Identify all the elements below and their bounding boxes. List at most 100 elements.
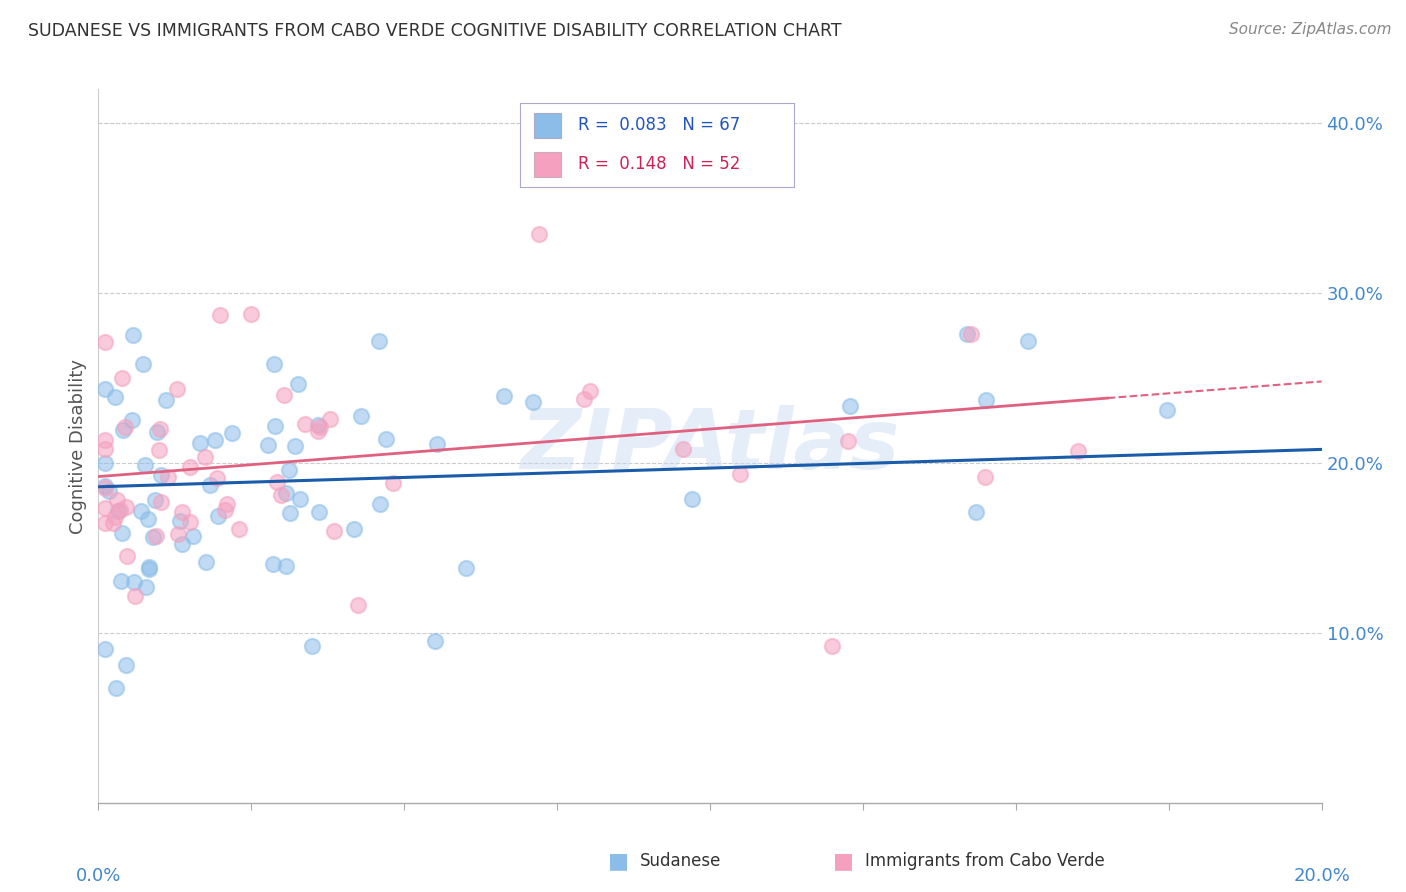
Text: Sudanese: Sudanese	[640, 852, 721, 870]
Point	[143, 492, 166, 507]
Point	[579, 384, 602, 399]
Point	[681, 491, 703, 506]
Point	[93, 479, 115, 493]
Point	[198, 478, 221, 492]
Point	[207, 508, 229, 523]
Point	[284, 439, 307, 453]
Point	[181, 529, 204, 543]
Point	[179, 459, 201, 474]
Point	[169, 514, 191, 528]
Point	[166, 382, 188, 396]
Point	[347, 598, 370, 612]
FancyBboxPatch shape	[534, 112, 561, 138]
Point	[266, 475, 288, 489]
Point	[974, 392, 997, 407]
Point	[382, 475, 405, 490]
Point	[138, 562, 160, 576]
Point	[256, 438, 278, 452]
Point	[149, 468, 172, 483]
Point	[456, 561, 478, 575]
Point	[276, 486, 298, 500]
Point	[228, 522, 250, 536]
Point	[121, 413, 143, 427]
Point	[672, 442, 695, 456]
Point	[93, 516, 115, 531]
Point	[1156, 403, 1178, 417]
Point	[821, 640, 844, 654]
Point	[172, 505, 194, 519]
FancyBboxPatch shape	[534, 152, 561, 178]
Point	[93, 481, 115, 495]
Point	[308, 418, 330, 433]
Point	[319, 411, 342, 425]
Point	[115, 657, 138, 672]
Text: R =  0.148   N = 52: R = 0.148 N = 52	[578, 155, 740, 173]
Point	[263, 357, 285, 371]
Point	[93, 433, 115, 447]
Point	[111, 371, 134, 385]
Point	[207, 471, 229, 485]
Point	[194, 555, 217, 569]
Point	[93, 442, 115, 456]
Point	[960, 326, 983, 341]
Point	[240, 307, 263, 321]
Text: Source: ZipAtlas.com: Source: ZipAtlas.com	[1229, 22, 1392, 37]
Point	[110, 574, 132, 588]
Point	[221, 425, 243, 440]
Point	[368, 497, 391, 511]
Point	[294, 417, 316, 431]
Text: SUDANESE VS IMMIGRANTS FROM CABO VERDE COGNITIVE DISABILITY CORRELATION CHART: SUDANESE VS IMMIGRANTS FROM CABO VERDE C…	[28, 22, 842, 40]
Point	[107, 504, 129, 518]
Point	[112, 423, 135, 437]
Text: 0.0%: 0.0%	[76, 867, 121, 886]
Point	[149, 422, 172, 436]
Point	[965, 505, 987, 519]
Point	[145, 529, 167, 543]
Text: ZIPAtlas: ZIPAtlas	[520, 406, 900, 486]
Point	[217, 497, 239, 511]
Point	[97, 484, 120, 499]
Point	[322, 524, 344, 538]
Point	[730, 467, 752, 482]
Point	[527, 227, 550, 241]
Point	[423, 634, 446, 648]
Point	[129, 504, 152, 518]
Point	[105, 492, 128, 507]
Point	[974, 469, 997, 483]
Y-axis label: Cognitive Disability: Cognitive Disability	[69, 359, 87, 533]
Point	[288, 492, 311, 507]
Point	[1067, 443, 1090, 458]
Point	[188, 436, 211, 450]
Point	[349, 409, 371, 423]
Point	[150, 495, 173, 509]
Point	[308, 505, 330, 519]
Point	[134, 458, 156, 472]
Text: R =  0.083   N = 67: R = 0.083 N = 67	[578, 117, 740, 135]
Point	[142, 530, 165, 544]
Point	[262, 557, 284, 571]
Point	[839, 399, 862, 413]
Point	[111, 526, 134, 541]
Text: Immigrants from Cabo Verde: Immigrants from Cabo Verde	[865, 852, 1105, 870]
Point	[572, 392, 595, 407]
Point	[263, 418, 285, 433]
Point	[273, 387, 295, 401]
Point	[103, 516, 125, 530]
Point	[135, 580, 157, 594]
Point	[93, 334, 115, 349]
Point	[270, 488, 292, 502]
Point	[124, 589, 146, 603]
Point	[146, 425, 169, 439]
Point	[157, 470, 180, 484]
Point	[167, 526, 190, 541]
Point	[277, 463, 299, 477]
Point	[214, 503, 236, 517]
Text: ■: ■	[609, 851, 628, 871]
Text: ■: ■	[834, 851, 853, 871]
Point	[108, 503, 131, 517]
Point	[155, 392, 177, 407]
Point	[138, 559, 160, 574]
Point	[287, 377, 309, 392]
Point	[307, 425, 329, 439]
Point	[121, 327, 143, 342]
